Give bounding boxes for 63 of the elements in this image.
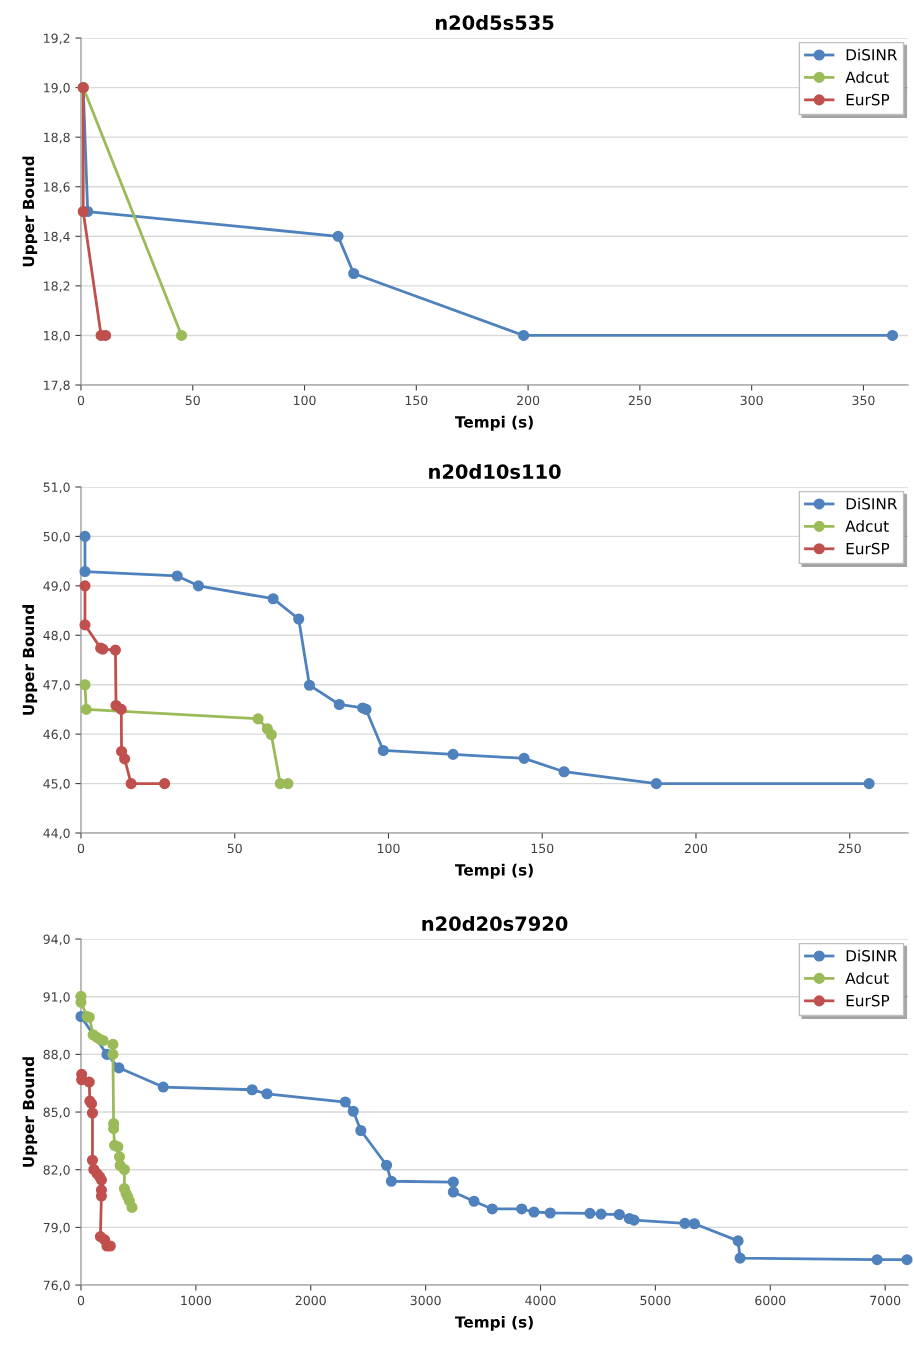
y-tick-label: 91,0: [43, 992, 70, 1003]
x-tick-label: 100: [377, 843, 400, 854]
x-tick-label: 0: [77, 1295, 85, 1306]
legend-label: Adcut: [845, 972, 889, 984]
chart-title: n20d20s7920: [422, 915, 568, 931]
y-axis-title: Upper Bound: [22, 156, 38, 267]
y-tick-label: 50,0: [43, 531, 70, 543]
y-axis-title: Upper Bound: [22, 605, 38, 715]
legend-label: EurSP: [846, 93, 890, 106]
y-tick-label: 79,0: [43, 1222, 70, 1234]
x-tick-label: 0: [77, 395, 85, 406]
x-tick-label: 7000: [870, 1295, 901, 1306]
y-tick-label: 19,0: [44, 83, 70, 94]
x-axis-title: Tempi (s): [455, 863, 533, 879]
y-axis-title: Upper Bound: [22, 1057, 38, 1167]
legend-label: Adcut: [845, 71, 889, 83]
y-tick-label: 44,0: [43, 828, 70, 840]
x-tick-label: 100: [293, 395, 316, 406]
y-tick-label: 18,0: [44, 330, 70, 342]
x-tick-label: 2000: [295, 1295, 326, 1306]
y-tick-label: 17,8: [44, 380, 70, 392]
y-tick-label: 49,0: [43, 581, 70, 593]
x-tick-label: 3000: [410, 1295, 441, 1306]
legend-label: DiSINR: [846, 48, 898, 61]
x-axis-title: Tempi (s): [455, 1315, 533, 1331]
y-tick-label: 88,0: [43, 1049, 70, 1061]
x-tick-label: 6000: [755, 1295, 786, 1306]
y-tick-label: 76,0: [43, 1280, 70, 1292]
x-tick-label: 50: [185, 395, 200, 406]
y-tick-label: 85,0: [43, 1107, 70, 1119]
x-tick-label: 4000: [525, 1295, 556, 1306]
y-tick-label: 18,6: [44, 182, 70, 193]
y-tick-label: 46,0: [43, 729, 70, 741]
y-tick-label: 94,0: [43, 934, 70, 946]
y-tick-label: 47,0: [43, 680, 70, 691]
y-tick-label: 18,2: [44, 281, 70, 293]
x-tick-label: 1000: [181, 1295, 211, 1306]
chart-title: n20d5s535: [435, 14, 554, 30]
y-tick-label: 45,0: [43, 779, 70, 790]
y-tick-label: 18,4: [44, 231, 70, 243]
legend-label: EurSP: [846, 994, 890, 1007]
y-tick-label: 18,8: [44, 132, 70, 144]
y-tick-label: 82,0: [43, 1165, 70, 1176]
legend-label: DiSINR: [846, 949, 898, 962]
x-tick-label: 350: [852, 395, 875, 406]
y-tick-label: 51,0: [43, 482, 70, 494]
x-axis-title: Tempi (s): [455, 415, 533, 431]
legend-label: EurSP: [846, 542, 890, 555]
y-tick-label: 48,0: [43, 630, 70, 642]
x-tick-label: 250: [838, 843, 861, 854]
legend-label: DiSINR: [846, 497, 898, 510]
legend-label: Adcut: [845, 520, 889, 532]
x-tick-label: 150: [405, 395, 428, 406]
chart-title: n20d10s110: [429, 463, 561, 479]
x-tick-label: 150: [531, 843, 554, 854]
x-tick-label: 50: [227, 843, 242, 854]
x-tick-label: 300: [740, 395, 763, 406]
x-tick-label: 200: [684, 843, 708, 854]
x-tick-label: 200: [517, 395, 540, 406]
y-tick-label: 19,2: [44, 33, 70, 45]
x-tick-label: 250: [628, 395, 651, 406]
x-tick-label: 5000: [640, 1295, 671, 1306]
x-tick-label: 0: [77, 843, 85, 854]
